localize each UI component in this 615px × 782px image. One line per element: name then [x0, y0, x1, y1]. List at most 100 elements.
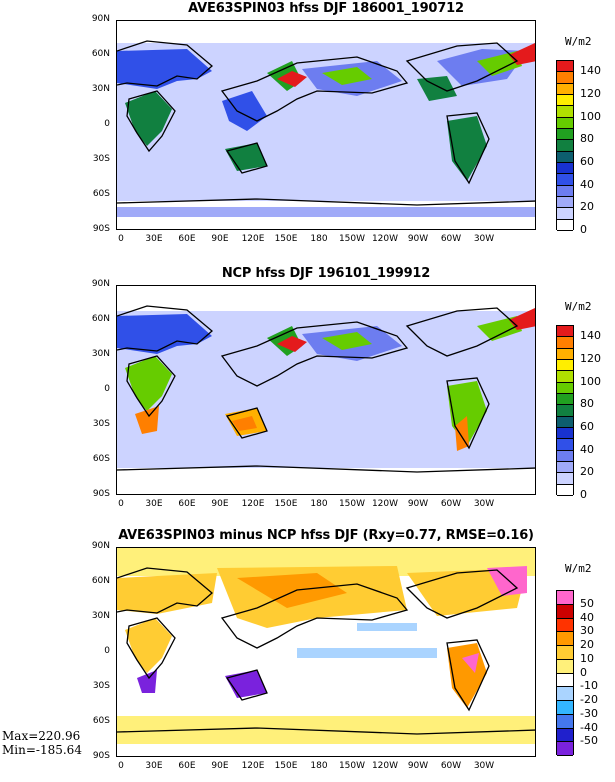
colorbar-swatch	[557, 687, 573, 701]
lon-tick-label: 180	[310, 234, 328, 244]
lat-tick-label: 60N	[91, 49, 110, 59]
lon-tick-label: 90E	[211, 234, 229, 244]
lat-tick-label: 0	[104, 119, 110, 129]
map-field	[117, 21, 535, 229]
lat-tick-label: 30N	[91, 84, 110, 94]
lon-tick-label: 120W	[371, 234, 399, 244]
colorbar-label: 80	[580, 397, 594, 411]
lat-tick-label: 90S	[92, 489, 110, 499]
colorbar	[556, 325, 574, 496]
colorbar-label: 0	[580, 665, 587, 679]
colorbar-label: -50	[580, 734, 598, 748]
colorbar-swatch	[557, 742, 573, 756]
lat-tick-label: 30N	[91, 611, 110, 621]
colorbar-swatch	[557, 185, 573, 197]
colorbar-swatch	[557, 83, 573, 95]
min-label: Min=-185.64	[2, 743, 82, 757]
colorbar-label: -30	[580, 706, 598, 720]
colorbar-swatch	[557, 450, 573, 462]
colorbar-label: 20	[580, 638, 594, 651]
colorbar-swatch	[557, 714, 573, 729]
lon-tick-label: 90W	[407, 234, 429, 244]
colorbar-label: 80	[580, 132, 594, 146]
colorbar-label: 10	[580, 651, 594, 665]
lat-tick-label: 60N	[91, 576, 110, 586]
colorbar-label: 100	[580, 109, 601, 123]
lon-tick-label: 60W	[440, 761, 462, 771]
lon-tick-label: 0	[118, 761, 124, 771]
lon-tick-label: 90E	[211, 761, 229, 771]
colorbar-swatch	[557, 196, 573, 209]
panel-title: AVE63SPIN03 hfss DJF 186001_190712	[188, 1, 464, 16]
lon-tick-label: 120E	[241, 761, 265, 771]
panel-title: NCP hfss DJF 196101_199912	[221, 266, 431, 281]
lat-tick-label: 0	[104, 646, 110, 656]
lat-tick-label: 0	[104, 384, 110, 394]
colorbar-label: 120	[580, 87, 601, 100]
colorbar-swatch	[557, 632, 573, 646]
colorbar-swatch	[557, 484, 573, 496]
colorbar-label: 50	[580, 596, 594, 610]
colorbar-swatch	[557, 439, 573, 451]
colorbar-swatch	[557, 128, 573, 141]
colorbar-swatch	[557, 219, 573, 231]
lon-tick-label: 30E	[145, 499, 163, 509]
lon-tick-label: 120E	[241, 234, 265, 244]
panel-title: AVE63SPIN03 minus NCP hfss DJF (Rxy=0.77…	[118, 528, 534, 543]
max-label: Max=220.96	[2, 729, 81, 743]
colorbar-swatch	[557, 701, 573, 715]
lon-tick-label: 120E	[241, 499, 265, 509]
lat-tick-label: 30S	[92, 154, 110, 164]
colorbar-swatch	[557, 140, 573, 152]
colorbar-swatch	[557, 673, 573, 688]
colorbar-swatch	[557, 162, 573, 175]
colorbar-swatch	[557, 348, 573, 360]
colorbar-swatch	[557, 337, 573, 349]
colorbar-unit: W/m2	[565, 300, 592, 313]
colorbar-swatch	[557, 174, 573, 186]
colorbar	[556, 590, 574, 756]
colorbar-swatch	[557, 393, 573, 406]
lat-tick-label: 60S	[92, 716, 110, 726]
lon-tick-label: 150W	[338, 499, 366, 509]
colorbar-swatch	[557, 427, 573, 440]
lat-tick-label: 90N	[91, 541, 110, 551]
colorbar-label: 140	[580, 64, 601, 78]
lon-tick-label: 120W	[371, 499, 399, 509]
lon-tick-label: 60W	[440, 234, 462, 244]
colorbar-swatch	[557, 61, 573, 73]
colorbar-swatch	[557, 416, 573, 428]
colorbar-label: 20	[580, 200, 594, 214]
lat-tick-label: 60N	[91, 314, 110, 324]
lon-tick-label: 150E	[274, 761, 298, 771]
lon-tick-label: 60E	[178, 234, 196, 244]
colorbar-swatch	[557, 405, 573, 417]
lon-tick-label: 30W	[473, 234, 495, 244]
colorbar-swatch	[557, 473, 573, 485]
lon-tick-label: 60W	[440, 499, 462, 509]
colorbar-swatch	[557, 591, 573, 605]
lon-tick-label: 30E	[145, 761, 163, 771]
lon-tick-label: 30W	[473, 499, 495, 509]
lon-tick-label: 0	[118, 234, 124, 244]
lat-tick-label: 30S	[92, 681, 110, 691]
map-plot	[116, 20, 536, 230]
colorbar-label: 20	[580, 465, 594, 479]
lat-tick-label: 90S	[92, 224, 110, 234]
colorbar-swatch	[557, 359, 573, 372]
colorbar-label: -40	[580, 720, 598, 734]
colorbar-label: 0	[580, 488, 587, 501]
colorbar-swatch	[557, 618, 573, 633]
lat-tick-label: 60S	[92, 189, 110, 199]
colorbar-unit: W/m2	[565, 562, 592, 575]
colorbar-label: -10	[580, 679, 598, 693]
colorbar-swatch	[557, 106, 573, 118]
colorbar-swatch	[557, 94, 573, 107]
colorbar-label: 40	[580, 610, 594, 624]
lon-tick-label: 30E	[145, 234, 163, 244]
lon-tick-label: 0	[118, 499, 124, 509]
lat-tick-label: 90S	[92, 751, 110, 761]
colorbar-label: -20	[580, 693, 598, 706]
colorbar-label: 140	[580, 329, 601, 343]
map-field	[117, 548, 535, 756]
